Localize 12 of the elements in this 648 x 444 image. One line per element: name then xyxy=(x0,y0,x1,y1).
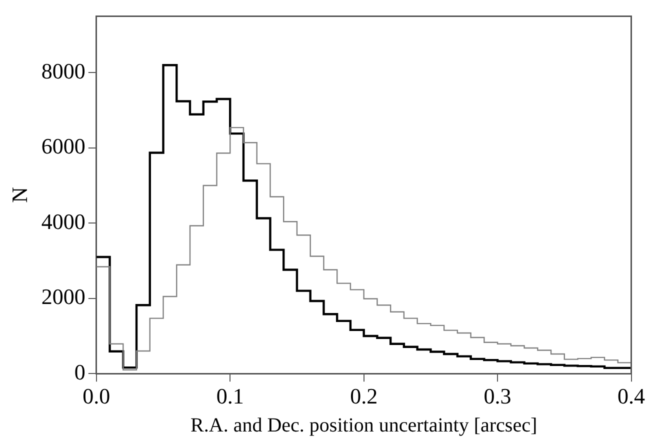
y-tick-label: 2000 xyxy=(41,284,86,310)
x-axis-title: R.A. and Dec. position uncertainty [arcsec] xyxy=(190,414,538,436)
x-tick-label: 0.1 xyxy=(216,384,244,409)
x-tick-label: 0.2 xyxy=(350,384,378,409)
y-tick-label: 8000 xyxy=(41,58,86,84)
y-tick-label: 0 xyxy=(74,359,86,384)
y-tick-label: 4000 xyxy=(41,208,86,234)
y-tick-label: 6000 xyxy=(41,134,86,159)
y-axis-title: N xyxy=(6,186,32,203)
x-tick-label: 0.4 xyxy=(618,384,645,409)
x-tick-label: 0.0 xyxy=(82,384,110,409)
x-tick-label: 0.3 xyxy=(484,384,512,409)
